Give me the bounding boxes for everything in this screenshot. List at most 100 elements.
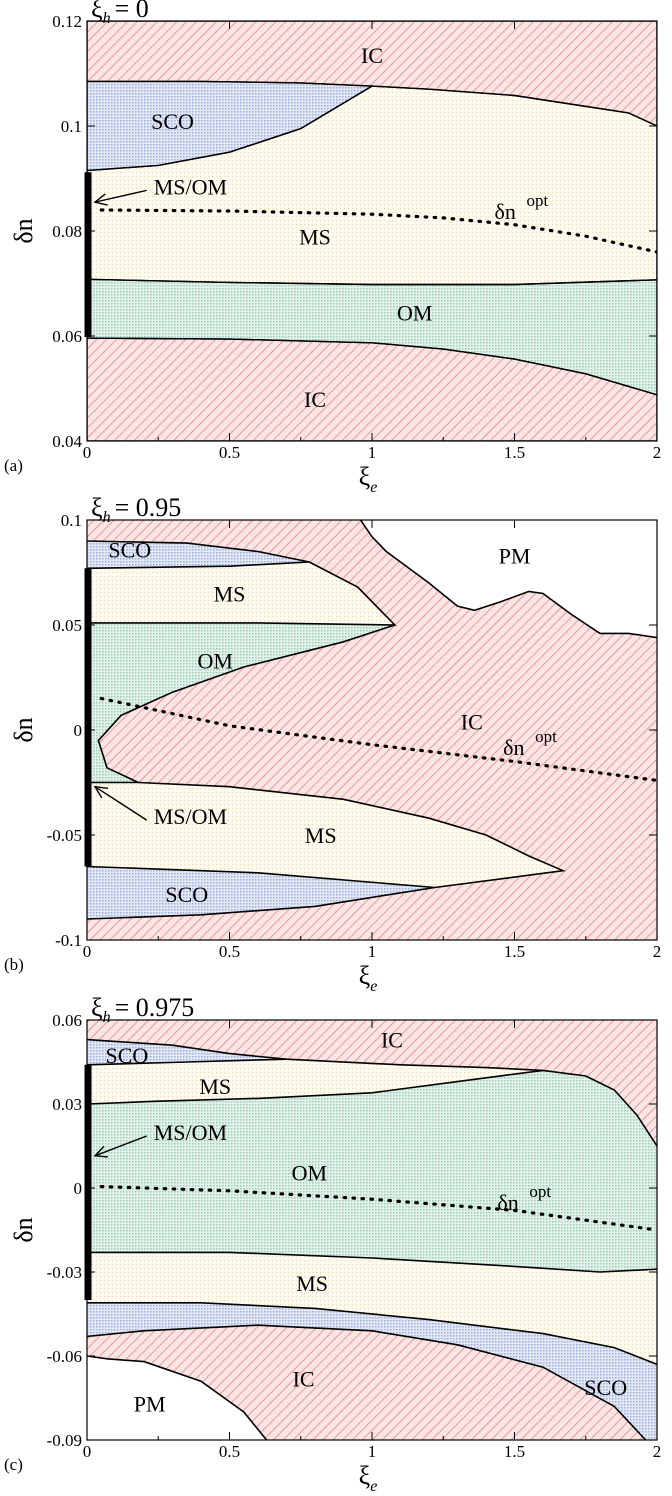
x-axis-symbol: ξ xyxy=(359,961,371,990)
y-tick-label: 0.03 xyxy=(52,1095,82,1114)
region-ms xyxy=(87,86,657,285)
x-axis-symbol: ξ xyxy=(359,1461,371,1490)
y-axis-title: δn xyxy=(9,717,38,742)
y-tick-label: -0.05 xyxy=(47,826,82,845)
phase-boundary xyxy=(87,1069,544,1105)
region-pm xyxy=(87,1356,267,1440)
y-tick-label: -0.03 xyxy=(47,1263,82,1282)
region-label-sco: SCO xyxy=(165,882,208,907)
y-tick-label: -0.06 xyxy=(47,1347,82,1366)
y-tick-label: 0.1 xyxy=(61,511,82,530)
x-tick-label: 1.5 xyxy=(504,942,525,961)
x-tick-label: 1.5 xyxy=(504,1442,525,1461)
panel-title-value: = 0.95 xyxy=(115,493,182,522)
x-tick-label: 2 xyxy=(653,942,662,961)
x-tick-label: 1 xyxy=(368,443,377,462)
panel-label: (a) xyxy=(4,456,23,475)
x-axis-symbol: ξ xyxy=(359,462,371,491)
x-axis-title: ξe xyxy=(359,462,378,496)
x-tick-label: 0 xyxy=(83,942,92,961)
x-tick-label: 0.5 xyxy=(219,443,240,462)
x-tick-label: 1 xyxy=(368,1442,377,1461)
annotation-arrow xyxy=(94,786,148,821)
panel-title-sub: h xyxy=(103,10,111,27)
ms-om-annotation: MS/OM xyxy=(154,174,227,199)
annotation-arrowhead xyxy=(93,785,108,799)
region-ic xyxy=(87,1325,646,1440)
opt-label: δn xyxy=(495,199,516,224)
y-tick-label: 0.1 xyxy=(61,117,82,136)
panel-title-sub: h xyxy=(103,1009,111,1026)
opt-label-sup: opt xyxy=(529,1182,551,1201)
phase-boundary xyxy=(87,1324,647,1440)
phase-boundary xyxy=(87,337,657,441)
phase-boundary xyxy=(359,520,657,639)
panel-title: ξh = 0.95 xyxy=(91,493,181,526)
x-tick-label: 2 xyxy=(653,1442,662,1461)
x-axis-sub: e xyxy=(370,1478,377,1495)
region-ms xyxy=(87,562,395,625)
phase-boundary xyxy=(87,624,396,784)
annotation-arrow xyxy=(94,1135,147,1157)
region-label-ms: MS xyxy=(305,823,337,848)
region-label-ic: IC xyxy=(381,1028,403,1053)
panel-label: (b) xyxy=(4,955,24,974)
region-sco xyxy=(87,866,435,919)
region-label-sco: SCO xyxy=(106,1043,149,1068)
y-tick-label: -0.09 xyxy=(47,1431,82,1450)
x-tick-label: 0.5 xyxy=(219,1442,240,1461)
panel-title-sub: h xyxy=(103,509,111,526)
y-axis-title: δn xyxy=(9,1217,38,1242)
panel-title-symbol: ξ xyxy=(91,493,103,522)
phase-boundary xyxy=(87,781,566,889)
region-ic xyxy=(87,338,657,441)
region-label-sco: SCO xyxy=(584,1375,627,1400)
region-label-om: OM xyxy=(198,649,233,674)
y-tick-label: -0.1 xyxy=(55,931,82,950)
phase-boundary xyxy=(87,1355,268,1440)
ms-om-annotation: MS/OM xyxy=(154,804,227,829)
region-pm xyxy=(360,520,657,638)
region-sco xyxy=(87,541,310,569)
region-ic xyxy=(87,21,657,126)
region-label-sco: SCO xyxy=(151,109,194,134)
plot-area xyxy=(87,21,657,441)
panel-label: (c) xyxy=(4,1455,23,1474)
phase-boundary xyxy=(87,1038,657,1147)
y-tick-label: 0.06 xyxy=(52,327,82,346)
annotation-arrow xyxy=(94,189,147,203)
x-axis-sub: e xyxy=(370,978,377,995)
region-label-ic: IC xyxy=(304,387,326,412)
panel-2: 0 0.5 1 1.5 2 -0.09 -0.06 -0.03 0 0.03 0.06 IC SCO MS… xyxy=(4,993,661,1495)
region-ms xyxy=(87,1252,657,1365)
y-tick-label: 0.04 xyxy=(52,432,82,451)
y-tick-label: 0.06 xyxy=(52,1011,82,1030)
region-label-ms: MS xyxy=(199,1074,231,1099)
y-tick-label: 0.12 xyxy=(52,12,82,31)
panel-1: 0 0.5 1 1.5 2 -0.1 -0.05 0 0.05 0.1 SCO MS OM IC PM MS S… xyxy=(4,493,661,995)
x-tick-label: 0 xyxy=(83,443,92,462)
region-sco xyxy=(87,81,372,171)
panel-title-value: = 0.975 xyxy=(115,993,195,1022)
y-axis-title: δn xyxy=(9,218,38,243)
x-tick-label: 0 xyxy=(83,1442,92,1461)
x-tick-label: 2 xyxy=(653,443,662,462)
panel-title-value: = 0 xyxy=(115,0,149,23)
plot-area xyxy=(87,520,657,940)
x-axis-sub: e xyxy=(370,479,377,496)
region-label-om: OM xyxy=(292,1161,327,1186)
region-ms xyxy=(87,1059,543,1104)
panel-title-symbol: ξ xyxy=(91,0,103,23)
region-om xyxy=(87,622,395,783)
opt-doping-line xyxy=(99,1184,657,1232)
x-tick-label: 0.5 xyxy=(219,942,240,961)
region-sco xyxy=(87,1302,657,1440)
region-sco xyxy=(87,1039,287,1065)
y-tick-label: 0.05 xyxy=(52,616,82,635)
y-tick-label: 0 xyxy=(74,1179,83,1198)
region-label-ic: IC xyxy=(361,43,383,68)
region-label-ms: MS xyxy=(299,224,331,249)
ms-om-annotation: MS/OM xyxy=(154,1120,227,1145)
phase-boundary xyxy=(87,1058,287,1066)
region-label-pm: PM xyxy=(134,1392,166,1417)
